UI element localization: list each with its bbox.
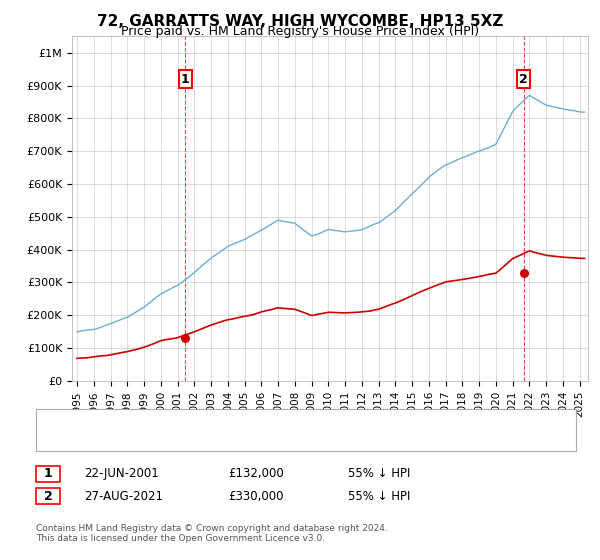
Text: Contains HM Land Registry data © Crown copyright and database right 2024.
This d: Contains HM Land Registry data © Crown c… [36,524,388,543]
Text: 55% ↓ HPI: 55% ↓ HPI [348,467,410,480]
Point [181,333,190,342]
Point [518,268,529,277]
Text: £132,000: £132,000 [228,467,284,480]
Text: Price paid vs. HM Land Registry's House Price Index (HPI): Price paid vs. HM Land Registry's House … [121,25,479,38]
Text: HPI: Average price, detached house, Buckinghamshire: HPI: Average price, detached house, Buck… [108,434,392,444]
Text: 2: 2 [44,489,52,503]
Text: 55% ↓ HPI: 55% ↓ HPI [348,489,410,503]
Text: 1: 1 [44,467,52,480]
Text: 72, GARRATTS WAY, HIGH WYCOMBE, HP13 5XZ: 72, GARRATTS WAY, HIGH WYCOMBE, HP13 5XZ [97,14,503,29]
Text: ——: —— [60,413,88,428]
Text: 22-JUN-2001: 22-JUN-2001 [84,467,159,480]
Text: ——: —— [60,432,88,446]
Text: £330,000: £330,000 [228,489,284,503]
Text: 1: 1 [181,73,190,86]
Text: 72, GARRATTS WAY, HIGH WYCOMBE, HP13 5XZ (detached house): 72, GARRATTS WAY, HIGH WYCOMBE, HP13 5XZ… [108,416,451,426]
Text: 2: 2 [519,73,528,86]
Text: 27-AUG-2021: 27-AUG-2021 [84,489,163,503]
